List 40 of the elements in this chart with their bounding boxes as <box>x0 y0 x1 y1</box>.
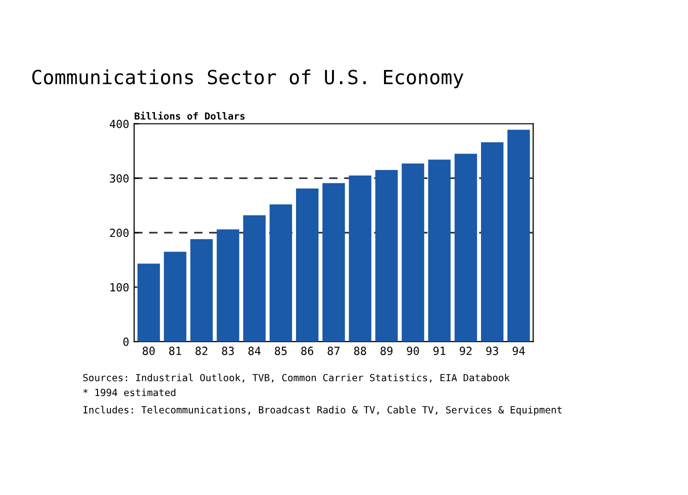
source-note: Sources: Industrial Outlook, TVB, Common Carrier Statistics, EIA Databook <box>83 374 510 383</box>
bar <box>190 239 213 342</box>
x-tick-label: 85 <box>274 346 287 356</box>
x-tick-label: 89 <box>380 346 392 356</box>
x-tick-label: 88 <box>354 346 366 356</box>
x-tick-label: 90 <box>406 346 419 356</box>
bar <box>481 142 504 342</box>
bar <box>322 183 345 342</box>
y-tick-label: 100 <box>110 283 129 292</box>
y-axis-title: Billions of Dollars <box>134 112 245 120</box>
text: Includes: Telecommunications, Broadcast Radio & TV, Cable TV, Services & Equipment <box>84 406 562 416</box>
x-tick-label: 94 <box>512 346 525 356</box>
bar <box>348 175 372 342</box>
bar <box>428 160 451 342</box>
bar <box>216 229 240 342</box>
bar <box>507 130 530 342</box>
x-tick-label: 84 <box>248 346 261 356</box>
x-tick-label: 83 <box>222 346 234 356</box>
x-tick-label: 87 <box>328 346 340 356</box>
text: * 1994 estimated <box>83 388 176 396</box>
x-tick-label: 81 <box>169 346 182 356</box>
y-tick-label: 200 <box>110 228 129 238</box>
x-tick-label: 82 <box>196 346 208 356</box>
bar <box>137 264 160 342</box>
bar <box>270 204 292 342</box>
bar <box>164 252 186 342</box>
y-tick-label: 400 <box>110 120 129 128</box>
x-tick-label: 93 <box>486 346 498 356</box>
x-tick-label: 86 <box>301 346 314 356</box>
y-tick-label: 300 <box>110 174 129 183</box>
chart-title: Communications Sector of U.S. Economy <box>32 69 464 88</box>
bar <box>402 164 424 342</box>
bar <box>375 170 398 342</box>
bar <box>243 215 266 342</box>
x-tick-label: 80 <box>142 346 155 356</box>
bar <box>296 188 318 342</box>
x-tick-label: 91 <box>433 346 446 356</box>
y-tick-label: 0 <box>123 338 129 346</box>
x-tick-label: 92 <box>460 346 472 356</box>
bar <box>454 154 478 342</box>
